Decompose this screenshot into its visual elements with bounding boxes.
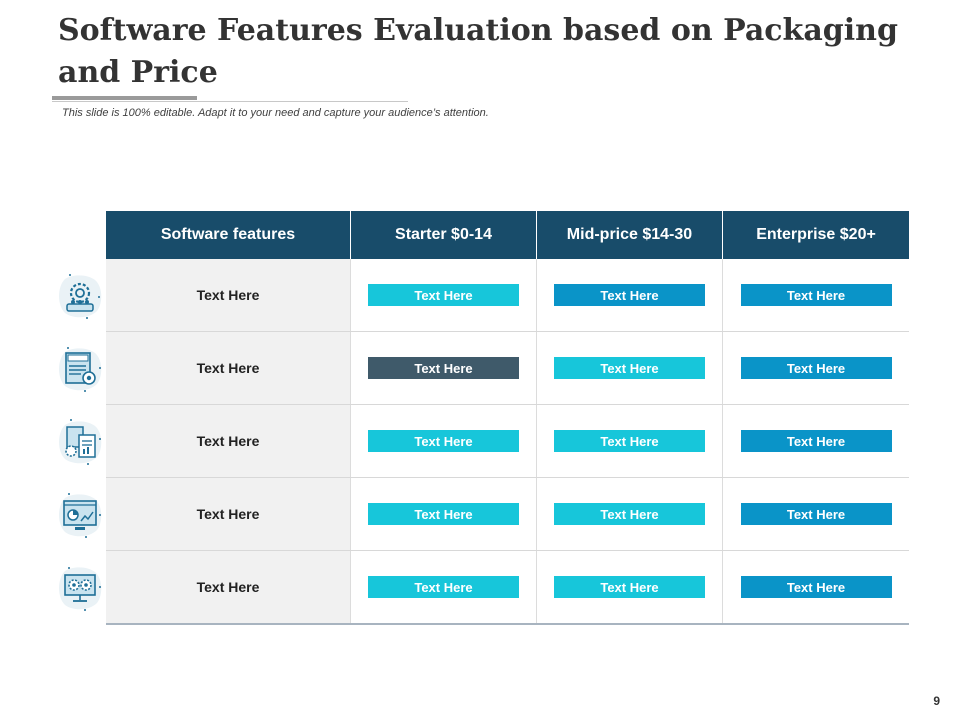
value-tag: Text Here xyxy=(554,357,705,379)
mid-price-cell: Text Here xyxy=(537,478,723,550)
enterprise-cell: Text Here xyxy=(723,551,909,623)
starter-cell: Text Here xyxy=(351,259,537,331)
value-tag: Text Here xyxy=(740,357,892,379)
value-tag: Text Here xyxy=(368,576,519,598)
starter-cell: Text Here xyxy=(351,478,537,550)
table-header: Software features Starter $0-14 Mid-pric… xyxy=(106,211,909,259)
value-tag: Text Here xyxy=(368,503,519,525)
table-row: Text Here Text Here Text Here Text Here xyxy=(106,404,909,477)
title-divider xyxy=(52,101,408,102)
feature-cell: Text Here xyxy=(106,478,351,550)
feature-cell: Text Here xyxy=(106,551,351,623)
table-row: Text Here Text Here Text Here Text Here xyxy=(106,331,909,404)
feature-pricing-table: Software features Starter $0-14 Mid-pric… xyxy=(106,211,909,625)
enterprise-cell: Text Here xyxy=(723,332,909,404)
title-accent-bar xyxy=(52,96,197,100)
header-starter: Starter $0-14 xyxy=(351,211,537,259)
value-tag: Text Here xyxy=(554,430,705,452)
page-number: 9 xyxy=(933,694,940,708)
value-tag: Text Here xyxy=(740,284,892,306)
documents-gear-icon xyxy=(54,405,106,478)
score-report-icon xyxy=(54,332,106,405)
slide-subtitle: This slide is 100% editable. Adapt it to… xyxy=(62,107,489,119)
value-tag: Text Here xyxy=(554,576,705,598)
value-tag: Text Here xyxy=(368,357,519,379)
table-row: Text Here Text Here Text Here Text Here xyxy=(106,477,909,550)
value-tag: Text Here xyxy=(740,430,892,452)
feature-cell: Text Here xyxy=(106,332,351,404)
feature-cell: Text Here xyxy=(106,405,351,477)
slide-title: Software Features Evaluation based on Pa… xyxy=(58,13,898,90)
header-enterprise: Enterprise $20+ xyxy=(756,226,876,243)
value-tag: Text Here xyxy=(368,430,519,452)
value-tag: Text Here xyxy=(740,576,892,598)
mid-price-cell: Text Here xyxy=(537,405,723,477)
feature-cell: Text Here xyxy=(106,259,351,331)
enterprise-cell: Text Here xyxy=(723,259,909,331)
table-body: Text Here Text Here Text Here Text Here … xyxy=(106,259,909,623)
value-tag: Text Here xyxy=(554,284,705,306)
mid-price-cell: Text Here xyxy=(537,259,723,331)
dashboard-chart-icon xyxy=(54,478,106,551)
starter-cell: Text Here xyxy=(351,405,537,477)
starter-cell: Text Here xyxy=(351,332,537,404)
value-tag: Text Here xyxy=(554,503,705,525)
value-tag: Text Here xyxy=(740,503,892,525)
enterprise-cell: Text Here xyxy=(723,478,909,550)
mid-price-cell: Text Here xyxy=(537,332,723,404)
row-icons xyxy=(54,259,106,624)
starter-cell: Text Here xyxy=(351,551,537,623)
monitor-gears-icon xyxy=(54,551,106,624)
table-row: Text Here Text Here Text Here Text Here xyxy=(106,550,909,623)
gear-team-icon xyxy=(54,259,106,332)
table-row: Text Here Text Here Text Here Text Here xyxy=(106,259,909,331)
mid-price-cell: Text Here xyxy=(537,551,723,623)
enterprise-cell: Text Here xyxy=(723,405,909,477)
header-software-features: Software features xyxy=(106,211,351,259)
header-mid-price: Mid-price $14-30 xyxy=(537,211,723,259)
value-tag: Text Here xyxy=(368,284,519,306)
